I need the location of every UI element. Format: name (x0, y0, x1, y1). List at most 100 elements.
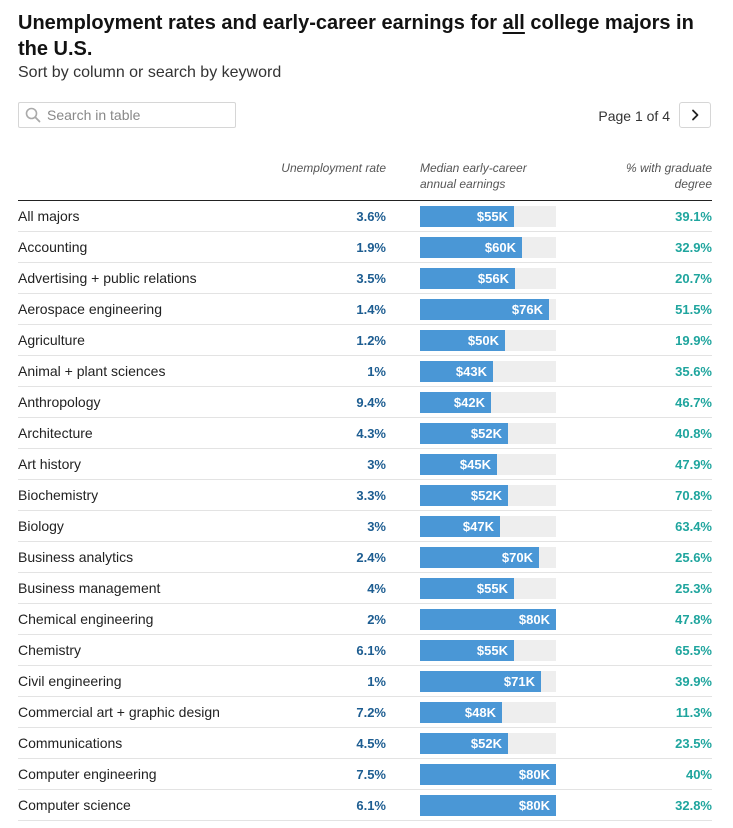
earnings-bar-track: $80K (420, 795, 556, 816)
unemployment-cell: 7.5% (356, 767, 386, 782)
unemployment-cell: 1.2% (356, 333, 386, 348)
table-row: Architecture 4.3% $52K 40.8% (18, 418, 712, 449)
earnings-bar-track: $52K (420, 733, 556, 754)
graduate-degree-cell: 70.8% (675, 488, 712, 503)
graduate-degree-cell: 19.9% (675, 333, 712, 348)
earnings-label: $43K (455, 364, 487, 379)
page-subtitle: Sort by column or search by keyword (18, 64, 282, 81)
unemployment-cell: 3.6% (356, 209, 386, 224)
table-row: Civil engineering 1% $71K 39.9% (18, 666, 712, 697)
earnings-label: $50K (467, 333, 499, 348)
graduate-degree-cell: 63.4% (675, 519, 712, 534)
earnings-bar: $76K (420, 299, 549, 320)
earnings-label: $80K (518, 767, 550, 782)
earnings-bar-track: $55K (420, 206, 556, 227)
unemployment-cell: 1% (367, 364, 386, 379)
unemployment-cell: 4% (367, 581, 386, 596)
table-row: Accounting 1.9% $60K 32.9% (18, 232, 712, 263)
earnings-bar-track: $43K (420, 361, 556, 382)
earnings-bar: $55K (420, 640, 514, 661)
earnings-bar-track: $52K (420, 423, 556, 444)
table-row: Computer engineering 7.5% $80K 40% (18, 759, 712, 790)
title-text-emphasis: all (502, 12, 525, 34)
major-cell: Business analytics (18, 549, 134, 565)
graduate-degree-cell: 25.6% (675, 550, 712, 565)
table-row: Biochemistry 3.3% $52K 70.8% (18, 480, 712, 511)
earnings-bar: $45K (420, 454, 497, 475)
unemployment-cell: 1.9% (356, 240, 386, 255)
major-cell: All majors (18, 208, 80, 224)
major-cell: Advertising + public relations (18, 270, 197, 286)
next-page-button[interactable] (679, 102, 711, 128)
graduate-degree-cell: 32.9% (675, 240, 712, 255)
major-cell: Accounting (18, 239, 88, 255)
table-row: Communications 4.5% $52K 23.5% (18, 728, 712, 759)
earnings-bar-track: $48K (420, 702, 556, 723)
search-input[interactable] (47, 107, 227, 123)
earnings-bar: $60K (420, 237, 522, 258)
table-body: All majors 3.6% $55K 39.1% Accounting 1.9% $60… (18, 201, 712, 821)
page-indicator: Page 1 of 4 (598, 108, 670, 124)
earnings-label: $55K (476, 209, 508, 224)
major-cell: Architecture (18, 425, 93, 441)
unemployment-cell: 6.1% (356, 643, 386, 658)
unemployment-cell: 2.4% (356, 550, 386, 565)
earnings-bar: $80K (420, 609, 556, 630)
unemployment-cell: 4.5% (356, 736, 386, 751)
earnings-bar-track: $80K (420, 609, 556, 630)
column-header-earnings[interactable]: Median early-career annual earnings (420, 161, 527, 191)
header-divider (18, 200, 712, 201)
earnings-bar-track: $55K (420, 578, 556, 599)
table-header: Unemployment rate Median early-career an… (18, 160, 712, 200)
unemployment-cell: 3.5% (356, 271, 386, 286)
earnings-bar: $52K (420, 423, 508, 444)
graduate-degree-cell: 32.8% (675, 798, 712, 813)
column-header-graduate-degree[interactable]: % with graduate degree (625, 161, 712, 191)
earnings-label: $52K (470, 426, 502, 441)
earnings-bar: $80K (420, 764, 556, 785)
column-header-unemployment[interactable]: Unemployment rate (281, 161, 386, 175)
major-cell: Computer science (18, 797, 131, 813)
earnings-bar-track: $42K (420, 392, 556, 413)
earnings-bar: $71K (420, 671, 541, 692)
earnings-label: $52K (470, 736, 502, 751)
earnings-label: $56K (477, 271, 509, 286)
earnings-bar-track: $55K (420, 640, 556, 661)
graduate-degree-cell: 51.5% (675, 302, 712, 317)
table-row: Agriculture 1.2% $50K 19.9% (18, 325, 712, 356)
table-row: All majors 3.6% $55K 39.1% (18, 201, 712, 232)
earnings-label: $70K (501, 550, 533, 565)
earnings-label: $45K (459, 457, 491, 472)
graduate-degree-cell: 20.7% (675, 271, 712, 286)
earnings-bar-track: $45K (420, 454, 556, 475)
search-icon (19, 103, 47, 127)
earnings-bar-track: $80K (420, 764, 556, 785)
table-row: Art history 3% $45K 47.9% (18, 449, 712, 480)
unemployment-cell: 6.1% (356, 798, 386, 813)
earnings-label: $52K (470, 488, 502, 503)
page-title: Unemployment rates and early-career earn… (18, 10, 708, 62)
major-cell: Animal + plant sciences (18, 363, 166, 379)
unemployment-cell: 7.2% (356, 705, 386, 720)
major-cell: Chemistry (18, 642, 82, 658)
table-row: Chemistry 6.1% $55K 65.5% (18, 635, 712, 666)
earnings-bar-track: $52K (420, 485, 556, 506)
table-row: Chemical engineering 2% $80K 47.8% (18, 604, 712, 635)
earnings-bar-track: $70K (420, 547, 556, 568)
earnings-bar-track: $47K (420, 516, 556, 537)
search-box[interactable] (18, 102, 236, 128)
table-row: Computer science 6.1% $80K 32.8% (18, 790, 712, 821)
table-row: Business management 4% $55K 25.3% (18, 573, 712, 604)
table-row: Advertising + public relations 3.5% $56K 20… (18, 263, 712, 294)
major-cell: Chemical engineering (18, 611, 154, 627)
unemployment-cell: 1.4% (356, 302, 386, 317)
earnings-bar: $48K (420, 702, 502, 723)
earnings-label: $76K (511, 302, 543, 317)
title-text-before: Unemployment rates and early-career earn… (18, 12, 503, 34)
earnings-bar-track: $50K (420, 330, 556, 351)
graduate-degree-cell: 11.3% (675, 705, 712, 720)
earnings-bar-track: $60K (420, 237, 556, 258)
earnings-label: $48K (464, 705, 496, 720)
earnings-bar: $47K (420, 516, 500, 537)
graduate-degree-cell: 65.5% (675, 643, 712, 658)
